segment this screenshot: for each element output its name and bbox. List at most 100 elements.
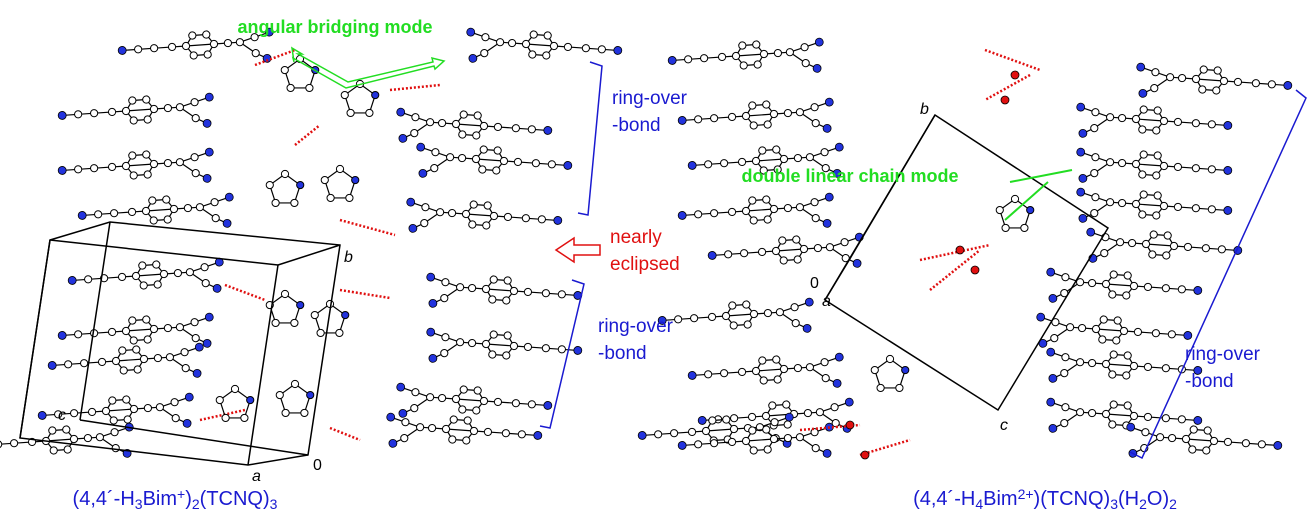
ring	[285, 59, 315, 88]
atom	[512, 124, 520, 132]
atom	[188, 32, 196, 40]
atom	[748, 197, 756, 205]
atom	[140, 282, 148, 290]
atom	[132, 272, 140, 280]
atom	[1192, 119, 1200, 127]
atom	[780, 365, 788, 373]
atom	[211, 198, 219, 206]
caption-part: 2	[1139, 496, 1147, 512]
atom	[492, 167, 500, 175]
atom	[812, 119, 820, 127]
atom-n	[825, 193, 834, 202]
atom	[480, 49, 488, 57]
atom	[504, 213, 512, 221]
atom-n	[823, 219, 832, 228]
atom	[108, 163, 116, 171]
atom	[684, 55, 692, 63]
atom	[1128, 239, 1136, 247]
atom	[70, 435, 78, 443]
atom	[1106, 113, 1114, 121]
atom	[272, 319, 279, 326]
atom	[342, 311, 349, 318]
atom	[710, 114, 718, 122]
atom	[144, 336, 152, 344]
caption-part: 3	[1110, 496, 1118, 512]
atom	[202, 31, 210, 39]
atom	[317, 329, 324, 336]
atom	[770, 110, 778, 118]
atom	[134, 45, 142, 53]
atom	[502, 297, 510, 305]
atom	[748, 413, 756, 421]
atom	[1112, 337, 1120, 345]
molecule	[1045, 396, 1203, 442]
atom	[724, 250, 732, 258]
caption-part: Bim	[983, 488, 1017, 510]
atom-n	[466, 28, 475, 37]
atom	[1118, 159, 1126, 167]
atom	[1162, 252, 1170, 260]
atom-n	[1036, 313, 1045, 322]
atom	[142, 151, 150, 159]
atom	[1174, 118, 1182, 126]
atom	[772, 356, 780, 364]
atom-n	[678, 116, 687, 125]
atom	[347, 109, 354, 116]
atom	[722, 312, 730, 320]
atom	[748, 102, 756, 110]
atom-n	[554, 216, 563, 225]
axis-label: a	[822, 293, 831, 310]
atom	[1060, 419, 1068, 427]
molecule	[385, 411, 543, 457]
molecule	[1075, 186, 1233, 232]
atom	[130, 405, 138, 413]
atom-n	[195, 343, 204, 352]
atom-n	[406, 198, 415, 207]
atom	[474, 387, 482, 395]
atom	[191, 318, 199, 326]
atom	[700, 54, 708, 62]
atom-n	[118, 46, 127, 55]
atom	[90, 109, 98, 117]
axis-label: 0	[810, 275, 819, 292]
atom	[456, 283, 464, 291]
atom	[1130, 362, 1138, 370]
molecule	[1135, 61, 1293, 107]
atom	[1154, 192, 1162, 200]
atom	[1130, 282, 1138, 290]
atom	[190, 52, 198, 60]
label: ring-over	[612, 88, 688, 109]
atom	[287, 84, 294, 91]
atom	[192, 169, 200, 177]
axis-label: 0	[313, 457, 322, 474]
atom	[548, 160, 556, 168]
atom	[764, 121, 772, 129]
atom	[728, 302, 736, 310]
atom	[831, 403, 839, 411]
atom-n	[1086, 228, 1095, 237]
atom	[752, 157, 760, 165]
atom	[140, 355, 148, 363]
atom	[452, 120, 460, 128]
atom	[130, 337, 138, 345]
atom	[440, 349, 448, 357]
atom	[514, 158, 522, 166]
atom	[1142, 428, 1150, 436]
atom	[730, 322, 738, 330]
atom-o	[1011, 71, 1019, 79]
atom	[730, 425, 738, 433]
atom	[122, 396, 130, 404]
atom	[502, 352, 510, 360]
atom	[821, 148, 829, 156]
atom	[1106, 158, 1114, 166]
atom	[738, 368, 746, 376]
atom-n	[58, 111, 67, 120]
atom	[768, 402, 776, 410]
atom	[442, 278, 450, 286]
molecule	[1045, 266, 1203, 312]
atom-n	[845, 398, 854, 407]
atom	[510, 287, 518, 295]
atom	[1118, 114, 1126, 122]
atom	[154, 354, 162, 362]
atom-n	[1079, 214, 1088, 223]
